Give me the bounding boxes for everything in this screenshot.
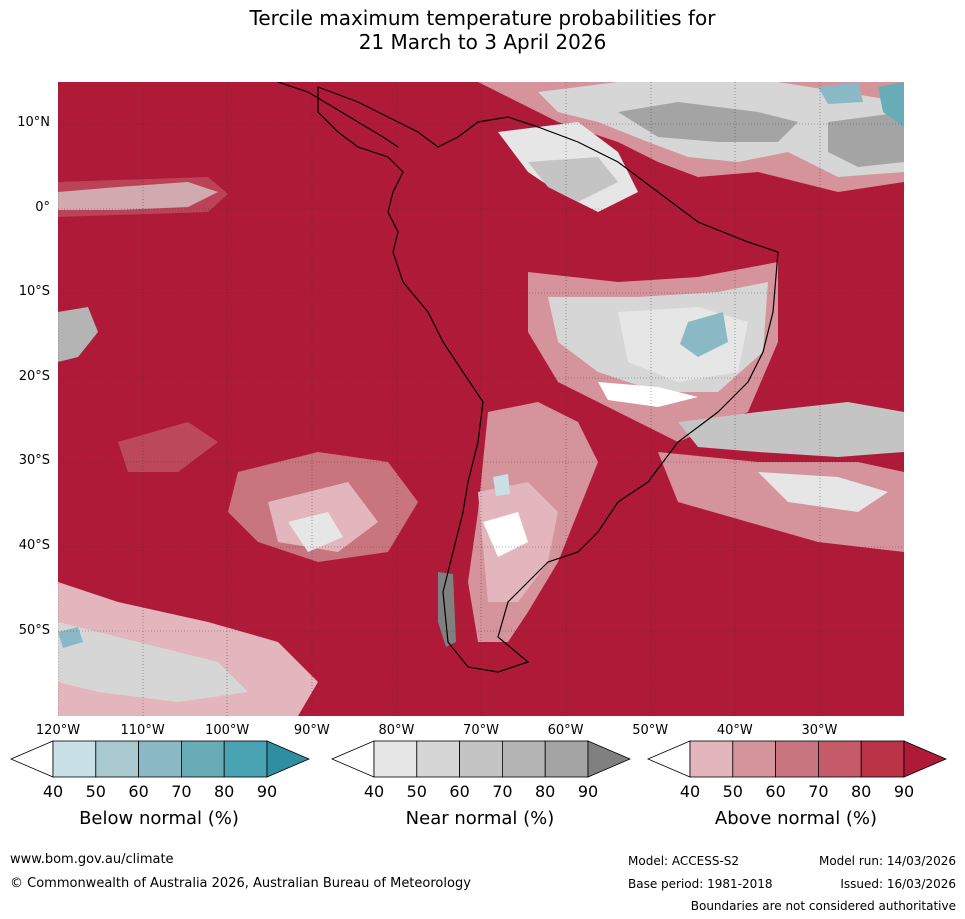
title-line-2: 21 March to 3 April 2026	[358, 30, 607, 54]
colorbar-tick-label: 70	[492, 782, 513, 801]
region-near-50	[58, 182, 218, 210]
region-above-60	[118, 422, 218, 472]
longitude-label: 120°W	[35, 723, 81, 738]
colorbar-bin	[459, 740, 503, 778]
region-below-70	[878, 82, 904, 127]
colorbar-near	[331, 740, 631, 778]
colorbar-tick-label: 50	[722, 782, 743, 801]
copyright-text: © Commonwealth of Australia 2026, Austra…	[10, 876, 471, 891]
colorbar-bin	[223, 740, 268, 778]
region-below-50	[493, 474, 510, 496]
colorbar-bin	[775, 740, 819, 778]
longitude-label: 80°W	[378, 723, 415, 738]
colorbar-bin	[544, 740, 589, 778]
colorbar-tick-label: 70	[171, 782, 192, 801]
colorbar-title: Near normal (%)	[405, 808, 555, 829]
region-near-60	[528, 157, 618, 202]
colorbar-bin	[180, 740, 225, 778]
latitude-label: 10°N	[17, 115, 50, 130]
title-line-1: Tercile maximum temperature probabilitie…	[249, 6, 716, 30]
region-near-60	[678, 402, 904, 457]
colorbar-tick-label: 60	[449, 782, 470, 801]
colorbar-tick-label: 40	[42, 782, 64, 801]
colorbar-bin	[416, 740, 461, 778]
latitude-label: 30°S	[18, 453, 50, 469]
colorbar-tick-label: 90	[893, 782, 915, 801]
model-text: Model: ACCESS-S2	[628, 854, 740, 868]
colorbar-extend-high	[587, 740, 631, 778]
graticule	[58, 82, 904, 716]
disclaimer-text: Boundaries are not considered authoritat…	[690, 899, 956, 913]
region-below-60	[58, 627, 83, 648]
colorbar-bin	[732, 740, 777, 778]
colorbar-bin	[138, 740, 182, 778]
south-america-coastline	[317, 86, 779, 673]
central-america-coastline	[277, 82, 399, 148]
longitude-label: 100°W	[205, 723, 250, 738]
region-white	[483, 512, 528, 557]
probability-map	[58, 82, 904, 716]
colorbar-above	[647, 740, 947, 778]
colorbar-bin	[817, 740, 862, 778]
issued-text: Issued: 16/03/2026	[840, 877, 956, 891]
region-near-80	[828, 112, 904, 167]
colorbar-tick-label: 80	[214, 782, 235, 801]
region-near-40	[288, 512, 343, 552]
latitude-label: 40°S	[18, 538, 50, 553]
latitude-label: 0°	[35, 199, 50, 215]
latitude-label: 50°S	[18, 622, 50, 638]
colorbar-tick-label: 50	[85, 782, 106, 801]
colorbar-tick-label: 80	[535, 782, 556, 801]
colorbar-extend-low	[331, 740, 375, 778]
colorbar-tick-label: 60	[128, 782, 149, 801]
website-link[interactable]: www.bom.gov.au/climate	[10, 852, 174, 867]
longitude-label: 30°W	[801, 723, 838, 738]
colorbar-extend-high	[903, 740, 947, 778]
region-below-60	[680, 312, 728, 357]
colorbar-tick-label: 50	[406, 782, 427, 801]
region-near-90	[438, 572, 456, 647]
colorbar-tick-label: 80	[851, 782, 872, 801]
region-near-50	[58, 622, 248, 702]
longitude-label: 90°W	[293, 723, 330, 738]
longitude-label: 40°W	[716, 723, 753, 738]
region-below-60	[818, 82, 863, 104]
colorbar-tick-label: 60	[765, 782, 786, 801]
region-white	[598, 382, 698, 407]
longitude-label: 60°W	[547, 723, 584, 738]
region-above-50	[658, 452, 904, 552]
colorbar-extend-low	[10, 740, 54, 778]
region-near-80	[618, 102, 798, 142]
colorbar-tick-label: 70	[808, 782, 829, 801]
base-period-text: Base period: 1981-2018	[628, 877, 773, 891]
colorbar-bin	[860, 740, 905, 778]
model-run-text: Model run: 14/03/2026	[818, 854, 956, 868]
colorbar-bin	[501, 740, 546, 778]
colorbar-extend-high	[266, 740, 310, 778]
colorbar-tick-label: 40	[363, 782, 385, 801]
latitude-label: 10°S	[18, 284, 50, 300]
colorbar-tick-label: 40	[679, 782, 701, 801]
colorbar-title: Below normal (%)	[79, 808, 239, 829]
region-near-40	[758, 472, 888, 512]
map-title: Tercile maximum temperature probabilitie…	[0, 6, 965, 54]
colorbar-tick-label: 90	[577, 782, 599, 801]
colorbar-extend-low	[647, 740, 691, 778]
region-near-70	[58, 307, 98, 362]
longitude-label: 50°W	[632, 723, 669, 738]
longitude-label: 70°W	[463, 723, 499, 738]
longitude-label: 110°W	[120, 723, 165, 738]
colorbar-bin	[689, 740, 734, 778]
colorbar-bin	[373, 740, 418, 778]
colorbar-tick-label: 90	[256, 782, 278, 801]
latitude-label: 20°S	[18, 368, 50, 384]
colorbar-title: Above normal (%)	[714, 808, 878, 829]
colorbar-bin	[95, 740, 140, 778]
colorbar-bin	[52, 740, 97, 778]
colorbar-below	[10, 740, 310, 778]
